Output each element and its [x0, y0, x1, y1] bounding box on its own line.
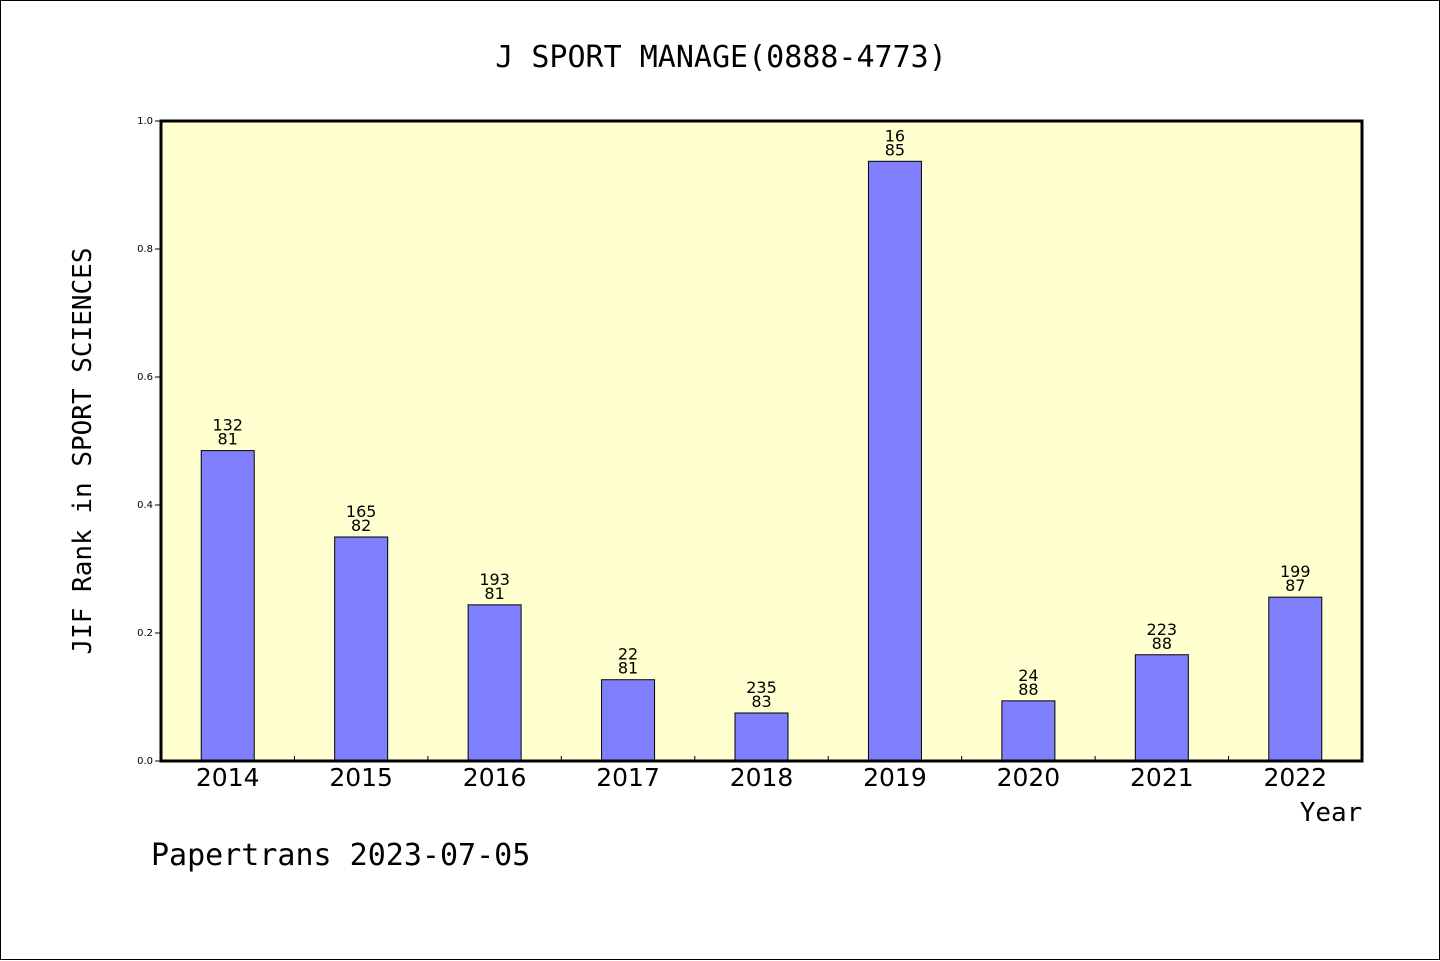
- bar-2016: [467, 604, 522, 762]
- x-tick-label: 2018: [730, 763, 794, 792]
- x-tick-label: 2014: [196, 763, 260, 792]
- x-axis-label: Year: [1300, 798, 1363, 828]
- plot-border: [159, 119, 1364, 763]
- chart-title: J SPORT MANAGE(0888-4773): [495, 40, 947, 75]
- bar-label-total: 87: [1285, 576, 1305, 595]
- bars-group: 1328116582193812281235831685248822388199…: [200, 126, 1323, 762]
- bar-label-total: 88: [1152, 634, 1172, 653]
- bar-2015: [334, 536, 389, 762]
- x-tick-label: 2020: [997, 763, 1061, 792]
- bar-2014: [200, 450, 255, 762]
- bar-label-total: 82: [351, 516, 371, 535]
- x-tick-label: 2015: [329, 763, 393, 792]
- bar-label-total: 83: [751, 692, 771, 711]
- x-tick-label: 2016: [463, 763, 527, 792]
- bar-2017: [601, 679, 656, 762]
- bar-label-rank: 132: [212, 416, 243, 435]
- bar-label-total: 81: [218, 430, 238, 449]
- bar-2018: [734, 712, 789, 762]
- bar-label-rank: 24: [1018, 666, 1038, 685]
- x-axis-ticks: 2014 2015 2016 2017 2018 2019 2020 2021 2022: [196, 756, 1327, 792]
- y-tick-label: 0.0: [137, 756, 153, 767]
- bar-label-rank: 199: [1280, 562, 1311, 581]
- bar-label-rank: 165: [346, 502, 377, 521]
- bar-2021: [1134, 654, 1189, 762]
- y-tick-label: 1.0: [137, 116, 153, 127]
- bar-2022: [1268, 596, 1323, 762]
- bar-label-rank: 235: [746, 678, 777, 697]
- x-tick-label: 2017: [596, 763, 660, 792]
- y-axis-ticks: 0.0 0.2 0.4 0.6 0.8 1.0: [137, 116, 161, 767]
- bar-label-rank: 193: [479, 570, 510, 589]
- y-tick-label: 0.4: [137, 500, 153, 511]
- y-tick-label: 0.6: [137, 372, 153, 383]
- bar-label-total: 88: [1018, 680, 1038, 699]
- bar-label-rank: 223: [1147, 620, 1178, 639]
- bar-label-total: 81: [618, 659, 638, 678]
- bar-2020: [1001, 700, 1056, 762]
- bar-label-rank: 16: [885, 126, 905, 145]
- bar-label-rank: 22: [618, 645, 638, 664]
- bar-label-total: 81: [484, 584, 504, 603]
- x-tick-label: 2019: [863, 763, 927, 792]
- y-tick-label: 0.8: [137, 244, 153, 255]
- y-tick-label: 0.2: [137, 628, 153, 639]
- y-axis-label: JIF Rank in SPORT SCIENCES: [68, 248, 98, 655]
- bar-label-total: 85: [885, 140, 905, 159]
- x-tick-label: 2021: [1130, 763, 1194, 792]
- bar-2019: [867, 160, 922, 762]
- footer-text: Papertrans 2023-07-05: [151, 838, 530, 873]
- x-tick-label: 2022: [1263, 763, 1327, 792]
